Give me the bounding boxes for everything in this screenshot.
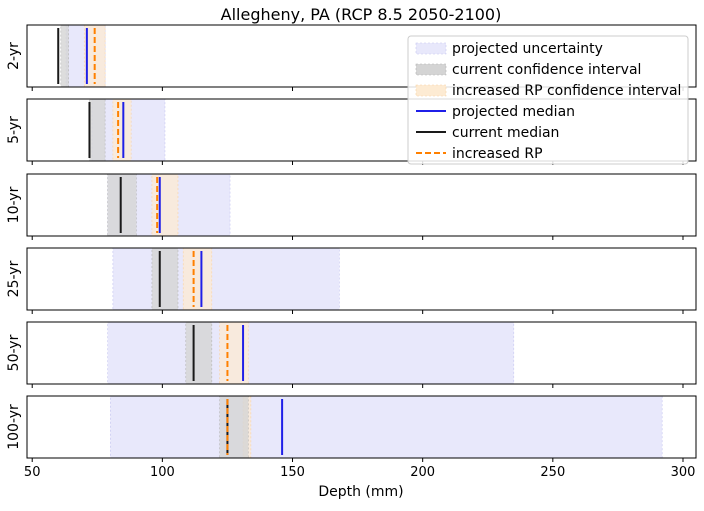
panel-frame [26, 321, 697, 385]
x-tick-label: 200 [410, 465, 435, 480]
increased-rp-ci-band [151, 173, 179, 237]
panel-10-yr: 10-yr [6, 173, 697, 240]
x-tick-label: 300 [671, 465, 696, 480]
current-ci-band [185, 321, 213, 385]
panel-2-yr: 2-yr [6, 24, 697, 91]
panel-frame [26, 395, 697, 459]
x-tick-label: 250 [540, 465, 565, 480]
legend-box [407, 35, 689, 165]
legend-swatch-inc_ci [415, 84, 447, 97]
panel-frame [26, 98, 697, 162]
panel-frame [26, 24, 697, 88]
x-tick-label: 100 [150, 465, 175, 480]
current-ci-band [151, 247, 179, 311]
x-axis-label: Depth (mm) [318, 484, 403, 500]
x-axis: 50 100 150 200 250 300 [24, 465, 695, 480]
panel-100-yr: 100-yr [6, 395, 697, 462]
panel-frame [26, 247, 697, 311]
projected-uncertainty-band [107, 321, 515, 385]
current-ci-band [219, 395, 249, 459]
legend-label-inc_ci: increased RP confidence interval [452, 83, 681, 99]
increased-rp-ci-band [112, 98, 132, 162]
current-ci-band [89, 98, 106, 162]
x-tick-label: 150 [280, 465, 305, 480]
panel-label: 50-yr [6, 334, 22, 371]
increased-rp-ci-band [182, 247, 213, 311]
current-ci-band [60, 24, 69, 88]
legend-label-proj_med: projected median [452, 104, 575, 120]
legend-swatch-proj_unc [415, 42, 447, 55]
panel-label: 5-yr [6, 116, 22, 144]
panel-50-yr: 50-yr [6, 321, 697, 388]
legend-label-proj_unc: projected uncertainty [452, 41, 603, 57]
panel-25-yr: 25-yr [6, 247, 697, 314]
panel-frame [26, 173, 697, 237]
panel-label: 100-yr [6, 404, 22, 450]
x-tick-label: 50 [24, 465, 41, 480]
legend-swatch-cur_ci [415, 63, 447, 76]
legend-label-cur_med: current median [452, 125, 559, 141]
legend: projected uncertainty current confidence … [407, 35, 689, 165]
panels: 2-yr 5-yr 10-yr 25-yr 50-yr 100-yr [6, 24, 697, 462]
panel-5-yr: 5-yr [6, 98, 697, 165]
panel-label: 10-yr [6, 186, 22, 223]
panel-label: 2-yr [6, 42, 22, 70]
projected-uncertainty-band [112, 247, 340, 311]
projected-uncertainty-band [109, 395, 663, 459]
panel-label: 25-yr [6, 260, 22, 297]
chart-title: Allegheny, PA (RCP 8.5 2050-2100) [221, 5, 502, 24]
current-ci-band [107, 173, 137, 237]
legend-label-inc_rp: increased RP [452, 146, 543, 162]
legend-label-cur_ci: current confidence interval [452, 62, 641, 78]
